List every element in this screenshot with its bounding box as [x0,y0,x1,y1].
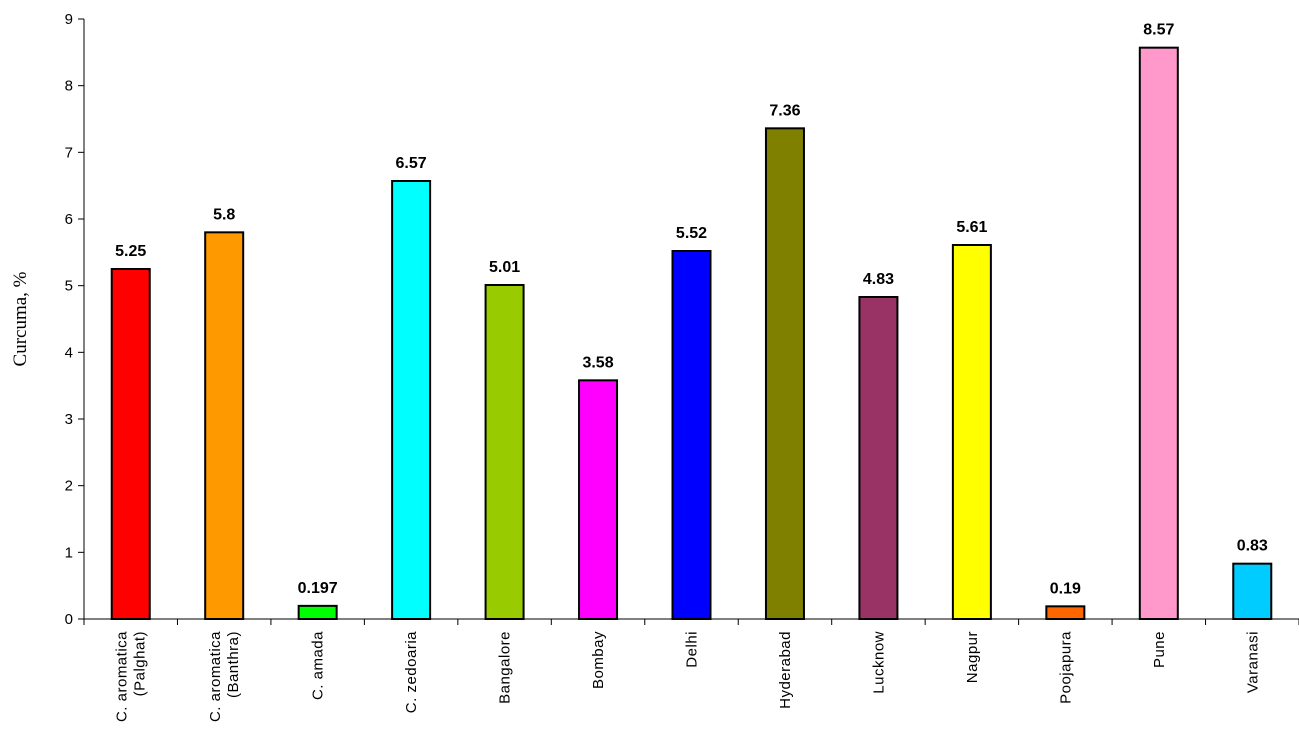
category-label-line: C. zedoaria [403,631,420,713]
data-label: 8.57 [1143,22,1174,39]
y-tick-label: 5 [65,278,73,295]
category-label-line: C. amada [310,631,327,700]
y-tick-label: 7 [65,144,73,161]
data-label: 5.61 [956,219,987,236]
category-label: C. aromatica (Palghat) [114,631,149,722]
data-label: 3.58 [582,354,613,371]
bars [110,46,1273,621]
category-label: Hyderabad [777,631,794,709]
category-label: C. zedoaria [403,631,420,713]
category-label: Bombay [590,631,607,689]
bar [764,127,805,620]
category-label-line: Nagpur [964,631,981,683]
category-label-line: Pune [1151,631,1168,668]
category-label-line: C. aromatica [207,631,224,722]
data-label: 0.19 [1050,580,1081,597]
category-label: Pune [1151,631,1168,668]
data-label: 0.83 [1237,538,1268,555]
category-label-line: Bangalore [497,631,514,704]
bar [484,284,525,620]
category-label: Bangalore [497,631,514,704]
category-label-line: Bombay [590,631,607,689]
data-label: 5.01 [489,259,520,276]
bar [1045,605,1086,620]
data-label: 6.57 [396,155,427,172]
data-label: 5.8 [213,206,235,223]
data-labels: 5.25 5.8 0.197 6.57 5.01 3.58 5.52 7.36 4.83 5.61… [115,22,1268,598]
y-tick-label: 9 [65,11,73,28]
category-label: Lucknow [870,631,887,694]
category-label-line: Delhi [684,631,701,668]
y-tick-label: 4 [65,344,73,361]
bar [1138,46,1179,620]
y-tick-label: 1 [65,544,73,561]
category-label-line: Poojapura [1057,631,1074,704]
bar [951,244,992,620]
category-label-line: (Palghat) [132,631,149,696]
category-label: Nagpur [964,631,981,683]
category-label: Poojapura [1057,631,1074,704]
category-label-line: Hyderabad [777,631,794,709]
y-tick-label: 2 [65,478,73,495]
category-labels: C. aromatica (Palghat) C. aromatica (Banthr… [114,631,1262,722]
category-label-line: (Banthra) [225,631,242,698]
data-label: 4.83 [863,271,894,288]
bar [110,268,151,620]
category-label: Delhi [684,631,701,668]
data-label: 7.36 [769,102,800,119]
y-axis-title: Curcuma, % [10,271,31,366]
bar [297,604,338,620]
y-tick-label: 3 [65,411,73,428]
bar [671,250,712,620]
y-tick-label: 6 [65,211,73,228]
data-label: 0.197 [298,580,338,597]
category-label: C. aromatica (Banthra) [207,631,242,722]
axes: 0 1 2 3 4 5 6 7 8 9 [65,11,1299,628]
bar [1232,562,1273,621]
category-label-line: Varanasi [1244,631,1261,693]
y-tick-label: 8 [65,78,73,95]
category-label-line: C. aromatica [114,631,131,722]
bar [858,296,899,620]
bar [578,379,619,621]
bar [391,180,432,620]
data-label: 5.25 [115,243,146,260]
category-label-line: Lucknow [870,631,887,694]
data-label: 5.52 [676,225,707,242]
y-tick-label: 0 [65,611,73,628]
bar [204,231,245,620]
category-label: C. amada [310,631,327,700]
category-label: Varanasi [1244,631,1261,693]
